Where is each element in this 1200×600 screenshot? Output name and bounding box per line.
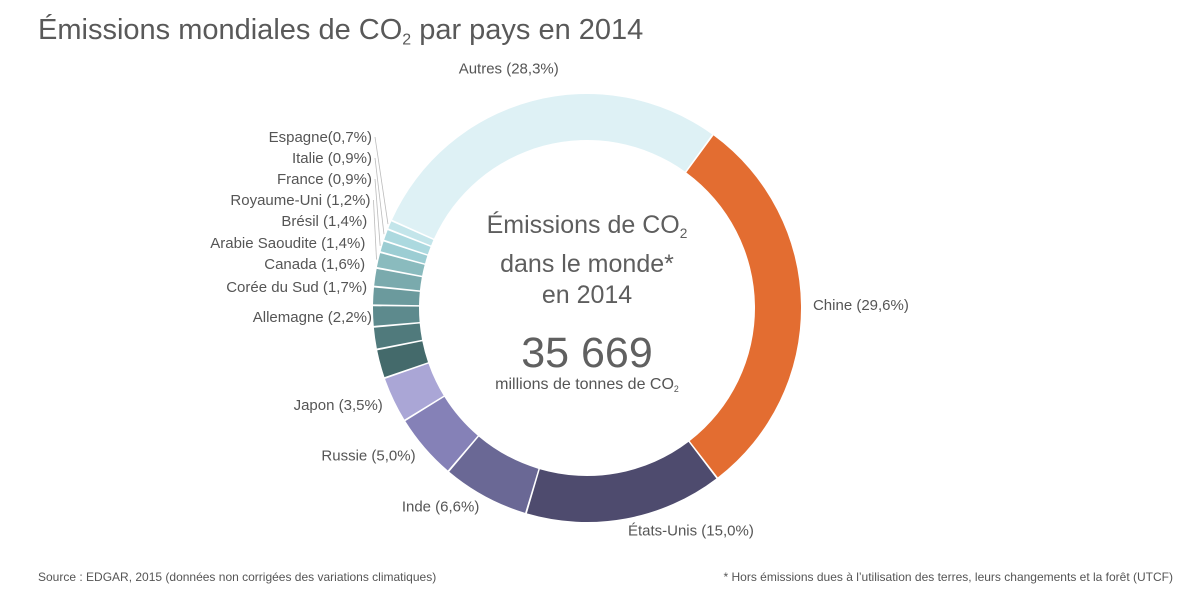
label-france: France (0,9%) xyxy=(277,171,372,188)
center-heading-line-2: dans le monde* xyxy=(500,249,674,278)
slice-bresil xyxy=(374,268,422,291)
chart-title: Émissions mondiales de CO2 par pays en 2… xyxy=(38,14,644,49)
label-japon: Japon (3,5%) xyxy=(294,397,383,414)
slice-canada xyxy=(373,306,420,326)
label-russie: Russie (5,0%) xyxy=(321,447,415,464)
source-note: Source : EDGAR, 2015 (données non corrig… xyxy=(38,570,437,584)
slice-japon xyxy=(385,363,444,420)
slice-etats-unis xyxy=(526,441,717,522)
center-heading: Émissions de CO2 dans le monde* en 2014 xyxy=(437,210,737,311)
label-italie: Italie (0,9%) xyxy=(292,150,372,167)
leader-espagne xyxy=(374,136,389,225)
center-heading-line-3: en 2014 xyxy=(541,280,633,309)
label-coree-du-sud: Corée du Sud (1,7%) xyxy=(226,279,367,296)
slice-italie xyxy=(384,230,431,255)
label-chine: Chine (29,6%) xyxy=(813,297,909,314)
slice-arabie-saoudite xyxy=(373,287,420,306)
slice-inde xyxy=(449,436,539,513)
slice-allemagne xyxy=(377,341,428,378)
slice-france xyxy=(380,241,428,264)
label-etats-unis: États-Unis (15,0%) xyxy=(628,522,754,539)
label-canada: Canada (1,6%) xyxy=(264,256,365,273)
leader-france xyxy=(374,178,381,246)
leader-italie xyxy=(374,157,385,235)
leader-royaume-uni xyxy=(373,199,377,260)
label-inde: Inde (6,6%) xyxy=(402,499,480,516)
label-arabie-saoudite: Arabie Saoudite (1,4%) xyxy=(210,235,365,252)
label-allemagne: Allemagne (2,2%) xyxy=(253,309,372,326)
label-autres: Autres (28,3%) xyxy=(459,61,559,78)
center-heading-line-1: Émissions de CO2 xyxy=(486,211,688,241)
label-espagne: Espagne(0,7%) xyxy=(269,129,372,146)
slice-royaume-uni xyxy=(376,253,425,276)
slice-russie xyxy=(405,396,478,471)
label-bresil: Brésil (1,4%) xyxy=(281,213,367,230)
utcf-footnote: * Hors émissions dues à l’utilisation de… xyxy=(723,570,1173,584)
slice-autres xyxy=(392,93,713,239)
slice-chine xyxy=(686,135,801,478)
label-royaume-uni: Royaume-Uni (1,2%) xyxy=(230,192,370,209)
slice-espagne xyxy=(388,221,434,246)
center-total-value: 35 669 xyxy=(521,329,653,377)
center-total-unit: millions de tonnes de CO2 xyxy=(495,376,679,395)
slice-coree-du-sud xyxy=(373,323,423,349)
